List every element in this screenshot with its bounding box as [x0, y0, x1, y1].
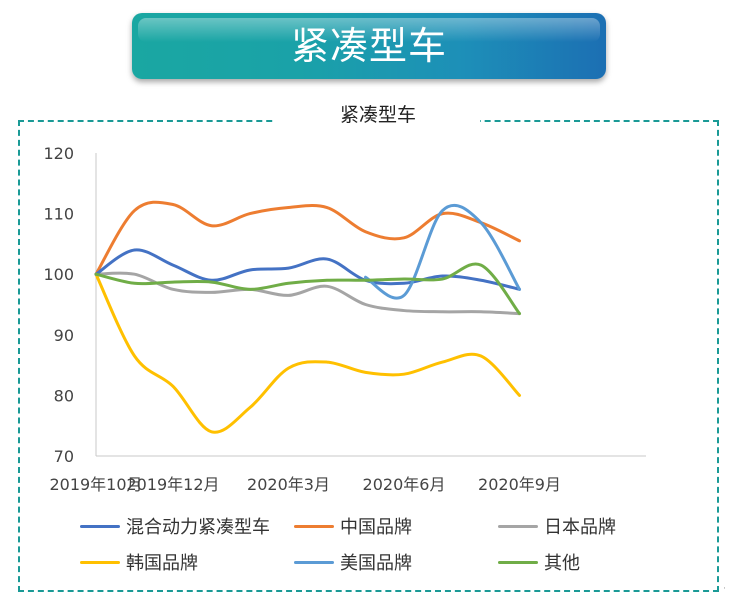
legend-item: 混合动力紧凑型车 — [80, 513, 270, 539]
series-line-1 — [94, 200, 521, 276]
y-tick-label: 120 — [43, 144, 74, 163]
x-tick-label: 2020年6月 — [363, 475, 446, 494]
banner-gloss — [138, 18, 600, 42]
x-tick-label: 2020年3月 — [247, 475, 330, 494]
corner-mark: · — [723, 584, 726, 594]
legend-swatch — [498, 524, 538, 528]
y-tick-label: 80 — [54, 386, 74, 405]
y-tick-label: 70 — [54, 447, 74, 466]
legend-item: 韩国品牌 — [80, 549, 198, 575]
y-tick-label: 90 — [54, 326, 74, 345]
series-line-0 — [94, 248, 521, 291]
title-mask — [276, 112, 480, 130]
header-banner: 紧凑型车 — [132, 13, 606, 79]
legend-item: 其他 — [498, 549, 580, 575]
legend-label: 混合动力紧凑型车 — [126, 517, 270, 538]
legend-swatch — [80, 524, 120, 528]
legend-item: 中国品牌 — [294, 513, 412, 539]
legend-label: 中国品牌 — [340, 517, 412, 538]
chart-series — [94, 200, 521, 434]
legend-item: 日本品牌 — [498, 513, 616, 539]
legend-swatch — [498, 560, 538, 564]
legend-label: 美国品牌 — [340, 553, 412, 574]
series-line-3 — [94, 272, 521, 434]
series-line-5 — [94, 262, 521, 316]
series-line-2 — [94, 271, 521, 316]
legend-swatch — [80, 560, 120, 564]
y-tick-label: 110 — [43, 205, 74, 224]
x-tick-label: 2019年10月 — [49, 475, 142, 494]
legend-label: 韩国品牌 — [126, 553, 198, 574]
y-tick-label: 100 — [43, 265, 74, 284]
legend-label: 其他 — [544, 553, 580, 574]
chart-title: 紧凑型车 — [339, 104, 416, 126]
banner-title: 紧凑型车 — [290, 24, 447, 68]
x-tick-label: 2020年9月 — [478, 475, 561, 494]
legend-label: 日本品牌 — [544, 517, 616, 538]
series-line-4 — [364, 204, 521, 300]
legend-swatch — [294, 524, 334, 528]
legend-item: 美国品牌 — [294, 549, 412, 575]
x-tick-label: 2019年12月 — [126, 475, 219, 494]
legend-swatch — [294, 560, 334, 564]
